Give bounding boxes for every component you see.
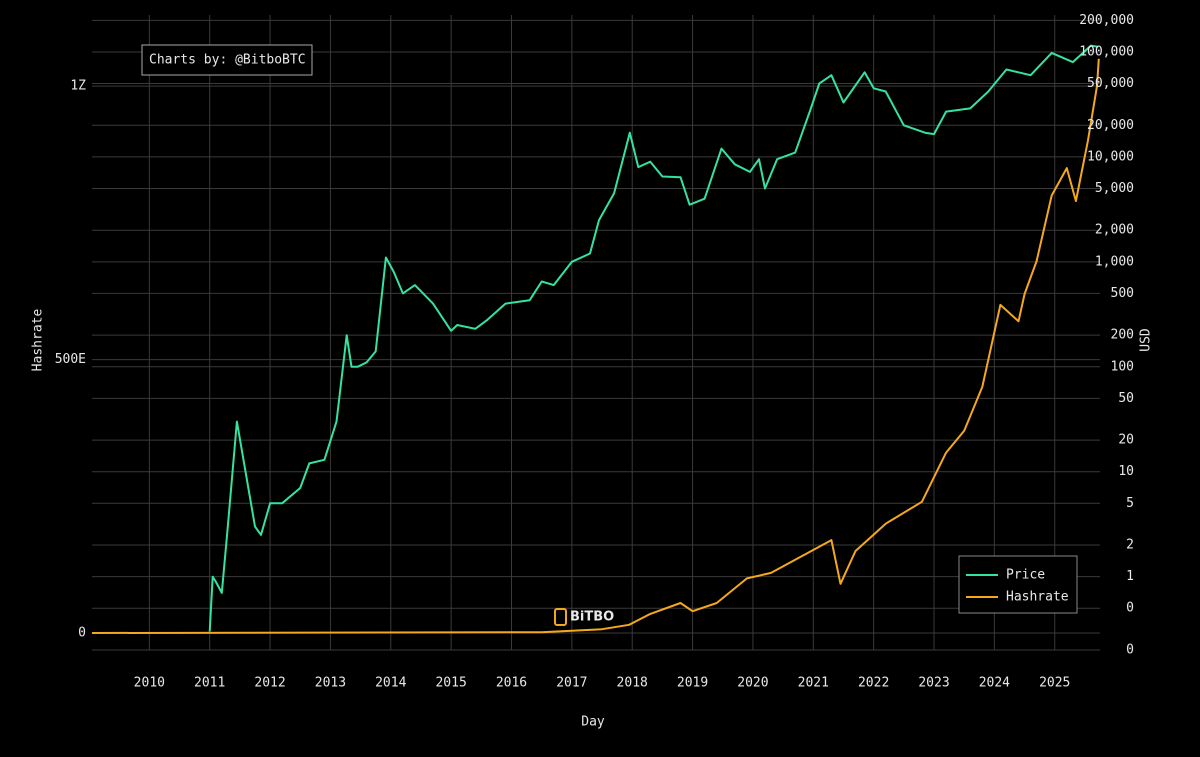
y2-tick-label: 50,000 — [1087, 76, 1134, 91]
y2-tick-label: 1,000 — [1095, 254, 1134, 269]
annotation: Charts by: @BitboBTC — [149, 53, 306, 68]
x-tick-label: 2012 — [254, 676, 285, 691]
legend-box — [958, 555, 1078, 614]
y2-tick-label: 100 — [1111, 359, 1134, 374]
y-tick-label: 1Z — [70, 79, 86, 94]
y2-tick-label: 2 — [1126, 538, 1134, 553]
y2-tick-label: 10 — [1118, 464, 1134, 479]
x-tick-label: 2016 — [496, 676, 527, 691]
x-tick-label: 2017 — [556, 676, 587, 691]
x-axis-label: Day — [581, 715, 605, 730]
y2-tick-label: 50 — [1118, 391, 1134, 406]
legend-label: Hashrate — [1006, 590, 1069, 605]
x-tick-label: 2020 — [737, 676, 768, 691]
y2-tick-label: 0 — [1126, 643, 1134, 658]
x-tick-label: 2024 — [979, 676, 1010, 691]
x-tick-label: 2019 — [677, 676, 708, 691]
y2-tick-label: 5 — [1126, 496, 1134, 511]
watermark: BiTBO — [570, 610, 614, 625]
x-tick-label: 2011 — [194, 676, 225, 691]
legend-label: Price — [1006, 568, 1045, 583]
y2-axis-label: USD — [1139, 328, 1154, 352]
x-tick-label: 2025 — [1039, 676, 1070, 691]
y-axis-label: Hashrate — [31, 309, 46, 372]
y-tick-label: 500E — [55, 352, 86, 367]
y2-tick-label: 10,000 — [1087, 149, 1134, 164]
legend: Price Hashrate — [958, 555, 1078, 614]
x-tick-label: 2018 — [617, 676, 648, 691]
grid — [92, 15, 1100, 651]
y2-tick-label: 500 — [1111, 286, 1134, 301]
y2-tick-label: 200 — [1111, 328, 1134, 343]
x-tick-label: 2013 — [315, 676, 346, 691]
x-tick-label: 2015 — [435, 676, 466, 691]
y2-tick-label: 0 — [1126, 601, 1134, 616]
x-tick-label: 2021 — [798, 676, 829, 691]
series-line — [208, 44, 1099, 632]
lines — [91, 44, 1100, 634]
y2-tick-label: 20 — [1118, 433, 1134, 448]
y2-tick-label: 100,000 — [1079, 44, 1134, 59]
x-tick-label: 2023 — [918, 676, 949, 691]
watermark-logo: BiTBO — [554, 608, 614, 626]
watermark-icon — [554, 608, 567, 626]
series-line — [91, 58, 1100, 634]
annotation-box — [141, 44, 313, 76]
y-tick-label: 0 — [78, 626, 86, 641]
x-tick-label: 2014 — [375, 676, 406, 691]
x-tick-label: 2010 — [134, 676, 165, 691]
y2-tick-label: 2,000 — [1095, 223, 1134, 238]
y2-tick-label: 5,000 — [1095, 181, 1134, 196]
x-tick-label: 2022 — [858, 676, 889, 691]
y2-tick-label: 20,000 — [1087, 118, 1134, 133]
y2-tick-label: 1 — [1126, 569, 1134, 584]
y2-tick-label: 200,000 — [1079, 13, 1134, 28]
